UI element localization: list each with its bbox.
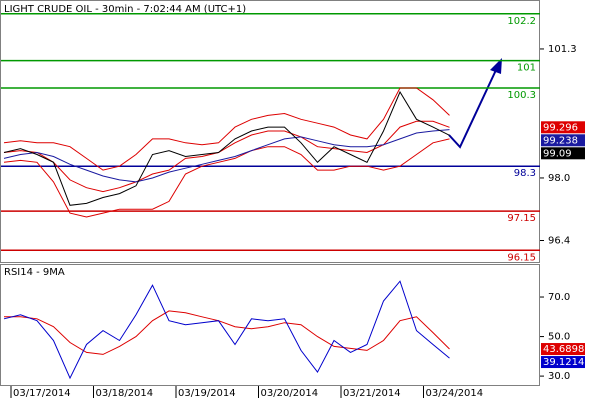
series-line <box>3 280 450 380</box>
level-label: 98.3 <box>514 168 536 179</box>
y-tick-label: 70.0 <box>548 292 570 303</box>
value-tag-label: 99.238 <box>543 135 578 146</box>
level-label: 96.15 <box>507 252 536 263</box>
series-line <box>3 90 450 206</box>
value-tag <box>541 356 585 369</box>
rsi-panel <box>0 264 540 386</box>
price-panel <box>0 0 540 263</box>
x-tick-label: 03/18/2014 <box>96 388 154 399</box>
value-tag <box>541 121 585 134</box>
value-tag-label: 39.1214 <box>543 357 584 368</box>
rsi-title: RSI14 - 9MA <box>4 267 65 278</box>
level-label: 101 <box>517 63 536 74</box>
series-line <box>3 138 450 218</box>
y-tick-label: 101.3 <box>548 44 577 55</box>
chart-title: LIGHT CRUDE OIL - 30min - 7:02:44 AM (UT… <box>4 4 246 15</box>
x-tick-label: 03/20/2014 <box>261 388 319 399</box>
x-tick-label: 03/24/2014 <box>426 388 484 399</box>
value-tag-label: 99.296 <box>543 122 578 133</box>
series-line <box>3 120 450 193</box>
y-tick-label: 96.4 <box>548 236 570 247</box>
value-tag <box>541 343 585 356</box>
x-tick-label: 03/19/2014 <box>178 388 236 399</box>
value-tag <box>541 147 585 160</box>
x-tick-label: 03/17/2014 <box>13 388 71 399</box>
series-line <box>3 129 450 183</box>
level-label: 100.3 <box>507 90 536 101</box>
projection-arrow <box>448 58 502 149</box>
level-label: 102.2 <box>507 16 536 27</box>
value-tag-label: 43.6898 <box>543 344 584 355</box>
y-tick-label: 98.0 <box>548 173 570 184</box>
level-label: 97.15 <box>507 213 536 224</box>
series-line <box>4 310 450 355</box>
y-tick-label: 50.0 <box>548 332 570 343</box>
series-line <box>3 87 450 171</box>
value-tag-label: 99.09 <box>543 148 572 159</box>
x-tick-label: 03/21/2014 <box>343 388 401 399</box>
value-tag <box>541 134 585 147</box>
y-tick-label: 30.0 <box>548 371 570 382</box>
